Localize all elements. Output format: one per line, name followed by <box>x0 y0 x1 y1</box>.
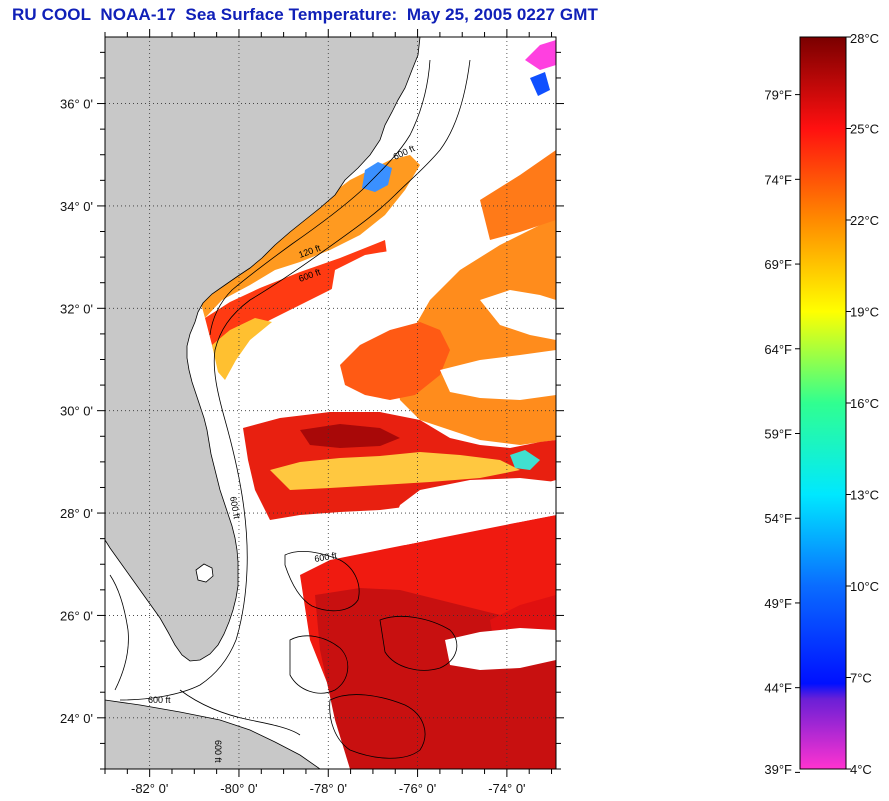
sst-patch-northeast-upper <box>480 150 556 240</box>
colorbar-c-label-8: 28°C <box>850 31 879 46</box>
sst-patch-gulfstream-cyan <box>510 450 540 470</box>
sst-patch-central-north <box>340 322 450 400</box>
y-tick-label-1: 26° 0' <box>60 608 93 623</box>
x-tick-label-3: -76° 0' <box>399 781 436 796</box>
contour-bahamas-2 <box>289 635 349 694</box>
colorbar-f-label-5: 64°F <box>764 342 792 357</box>
sst-patch-carolina-shelf <box>200 155 420 318</box>
cloud-patch-3 <box>390 478 556 545</box>
contour-label-4: 600 ft <box>228 496 242 520</box>
cloud-patch-4 <box>480 290 556 340</box>
colorbar-c-label-7: 25°C <box>850 122 879 137</box>
contour-bahamas-4 <box>379 615 458 671</box>
map-layers: 600 ft 120 ft 600 ft 600 ft 600 ft 600 f… <box>105 37 556 769</box>
contour-120ft <box>209 59 431 336</box>
colorbar-f-label-0: 39°F <box>764 762 792 777</box>
map-frame <box>104 36 557 770</box>
land-us-southeast <box>105 37 421 662</box>
contour-label-6: 600 ft <box>148 695 171 705</box>
sst-patch-30n-dark <box>300 424 400 448</box>
contour-florida-shelf <box>109 574 129 691</box>
sst-patch-north-blue <box>530 72 550 96</box>
cloud-patch-1 <box>330 250 430 335</box>
contour-keys <box>179 689 301 736</box>
colorbar-c-label-2: 10°C <box>850 579 879 594</box>
colorbar-f-label-1: 44°F <box>764 681 792 696</box>
sst-patch-georgia-cool <box>212 318 272 380</box>
x-tick-label-0: -82° 0' <box>131 781 168 796</box>
colorbar-c-label-5: 19°C <box>850 305 879 320</box>
y-tick-label-0: 24° 0' <box>60 711 93 726</box>
sst-patch-cape-cold <box>362 162 392 192</box>
map-title: RU COOL NOAA-17 Sea Surface Temperature:… <box>12 5 598 24</box>
contour-label-5: 600 ft <box>314 550 338 564</box>
colorbar-f-label-8: 79°F <box>764 88 792 103</box>
cloud-patch-5 <box>445 628 556 670</box>
land-cuba <box>105 699 321 769</box>
y-tick-label-5: 34° 0' <box>60 199 93 214</box>
y-tick-label-3: 30° 0' <box>60 404 93 419</box>
contour-bahamas-1 <box>284 550 360 612</box>
x-tick-label-1: -80° 0' <box>220 781 257 796</box>
x-tick-label-2: -78° 0' <box>310 781 347 796</box>
y-tick-label-4: 32° 0' <box>60 301 93 316</box>
colorbar-c-label-1: 7°C <box>850 671 872 686</box>
colorbar-f-label-3: 54°F <box>764 511 792 526</box>
sst-patch-north-pink <box>525 40 556 70</box>
colorbar-f-label-6: 69°F <box>764 257 792 272</box>
cloud-patch-2 <box>440 350 556 400</box>
colorbar-c-label-4: 16°C <box>850 396 879 411</box>
colorbar-c-label-0: 4°C <box>850 762 872 777</box>
colorbar-c-label-6: 22°C <box>850 213 879 228</box>
contour-600ft-north <box>119 59 471 701</box>
sst-patch-30n-yellow <box>270 452 520 490</box>
colorbar-labels: 4°C 7°C 10°C 13°C 16°C 19°C 22°C 25°C 28°C 39°F 44… <box>764 31 879 777</box>
contour-layer <box>109 59 471 759</box>
land-lake-okeechobee <box>195 563 214 583</box>
y-tick-label-6: 36° 0' <box>60 97 93 112</box>
land-layer <box>105 37 421 769</box>
cloud-layer <box>330 250 556 670</box>
colorbar-c-label-3: 13°C <box>850 488 879 503</box>
contour-bahamas-3 <box>329 694 426 759</box>
colorbar-f-label-7: 74°F <box>764 172 792 187</box>
contour-label-7: 600 ft <box>213 740 223 763</box>
y-tick-label-2: 28° 0' <box>60 506 93 521</box>
colorbar-f-label-2: 49°F <box>764 596 792 611</box>
colorbar-f-label-4: 59°F <box>764 427 792 442</box>
colorbar <box>799 36 847 770</box>
axis-layer: -82° 0' -80° 0' -78° 0' -76° 0' -74° 0' 24° 0… <box>60 29 564 796</box>
x-tick-label-4: -74° 0' <box>488 781 525 796</box>
